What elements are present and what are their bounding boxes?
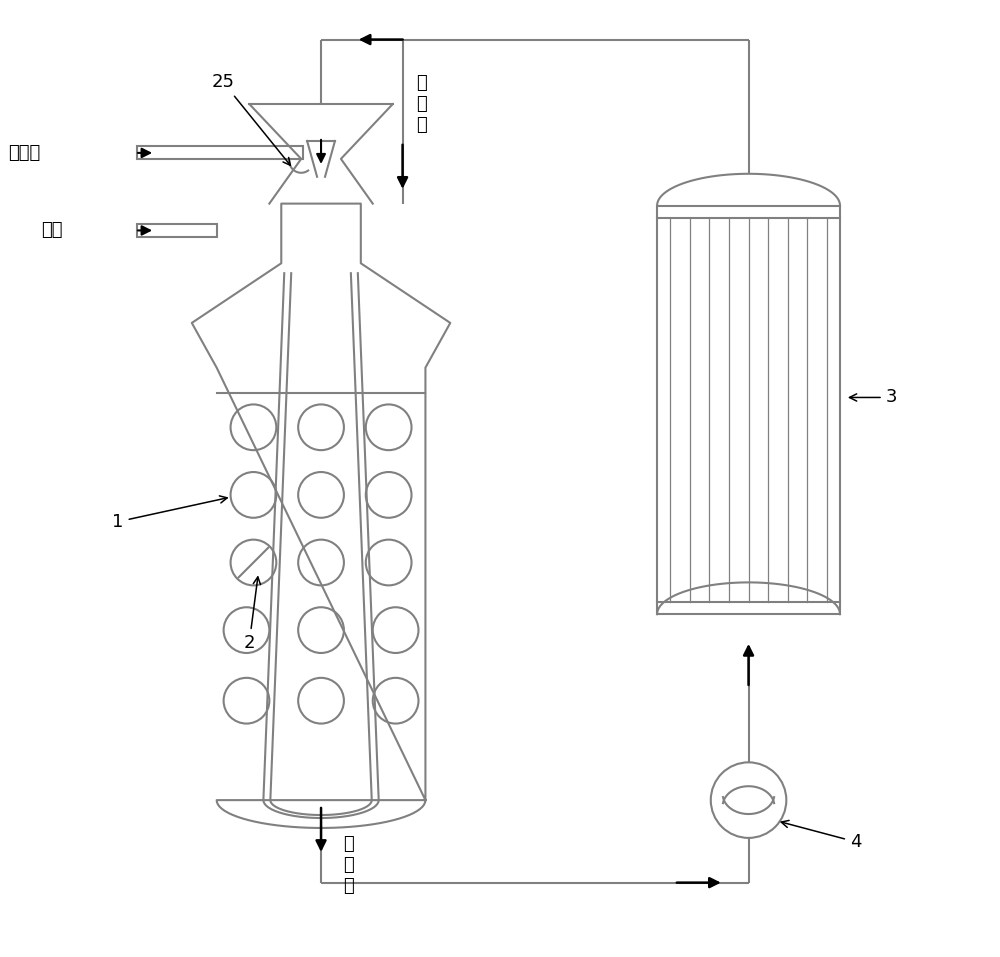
Text: 3: 3 (849, 389, 897, 407)
Text: 4: 4 (781, 820, 861, 851)
Text: 1: 1 (112, 496, 227, 531)
Bar (137, 146, 303, 160)
Bar (657, 206, 840, 614)
Text: 出
料
口: 出 料 口 (343, 835, 354, 895)
Text: 合成气: 合成气 (8, 144, 40, 162)
Bar (137, 224, 217, 237)
Text: 进
料
口: 进 料 口 (416, 75, 427, 134)
Text: 2: 2 (243, 577, 260, 652)
Text: 辛烯: 辛烯 (41, 221, 62, 239)
Text: 25: 25 (212, 74, 290, 166)
